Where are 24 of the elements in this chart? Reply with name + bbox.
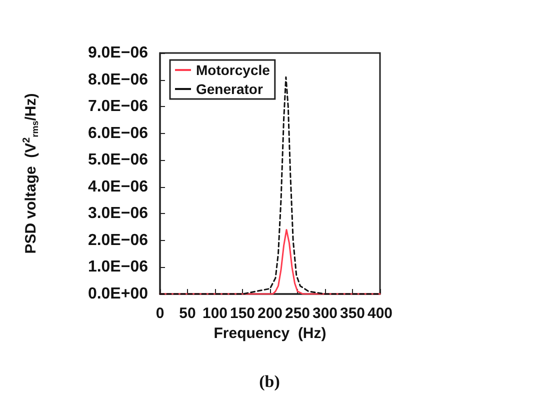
x-tick-label: 250 <box>284 305 310 322</box>
x-tick-label: 50 <box>179 305 196 322</box>
y-tick-label: 2.0E−06 <box>88 232 148 249</box>
x-tick-label: 150 <box>230 305 256 322</box>
x-tick-label: 400 <box>367 305 393 322</box>
y-axis-title: PSD voltage (V2rms/Hz) <box>22 93 40 254</box>
x-tick-label: 300 <box>312 305 338 322</box>
x-tick-label: 0 <box>156 305 164 322</box>
y-tick-label: 9.0E−06 <box>88 44 148 62</box>
y-tick-label: 0.0E+00 <box>88 286 148 302</box>
y-tick-label: 1.0E−06 <box>88 258 148 276</box>
x-tick-label: 200 <box>257 305 283 322</box>
y-tick-label: 7.0E−06 <box>88 98 148 116</box>
y-tick-label: 8.0E−06 <box>88 71 148 88</box>
legend-label: Generator <box>196 81 264 97</box>
x-tick-label: 100 <box>202 305 228 322</box>
y-tick-label: 3.0E−06 <box>88 205 148 222</box>
y-tick-label: 4.0E−06 <box>88 178 148 196</box>
y-tick-label: 5.0E−06 <box>88 152 148 169</box>
y-tick-label: 6.0E−06 <box>88 124 148 142</box>
x-tick-label: 350 <box>340 305 366 322</box>
x-axis-title: Frequency (Hz) <box>214 324 326 342</box>
legend-label: Motorcycle <box>196 62 270 78</box>
text: (b) <box>259 372 280 391</box>
